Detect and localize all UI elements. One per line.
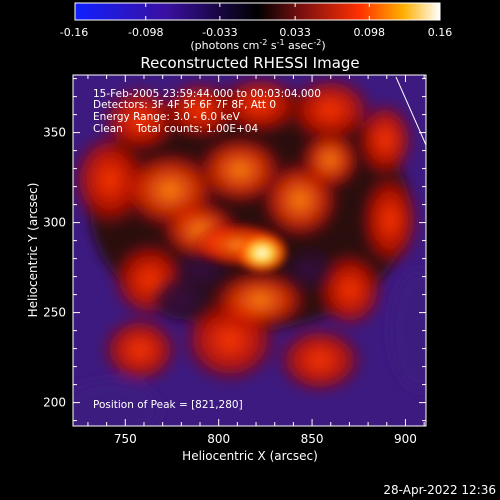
colorbar-ticks: -0.16 -0.098 -0.033 0.033 0.098 0.16 (60, 3, 452, 39)
annotation-peak-position: Position of Peak = [821,280] (93, 399, 243, 411)
colorbar-tick-label: 0.16 (428, 26, 453, 39)
heatmap-image (73, 75, 426, 426)
chart-title: Reconstructed RHESSI Image (140, 54, 359, 72)
x-tick-label: 850 (301, 432, 324, 446)
y-tick-label: 250 (43, 306, 66, 320)
annotation-clean-counts: Clean Total counts: 1.00E+04 (93, 123, 258, 135)
colorbar-tick-label: -0.033 (202, 26, 237, 39)
annotation-energy-range: Energy Range: 3.0 - 6.0 keV (93, 111, 241, 123)
annotation-time-range: 15-Feb-2005 23:59:44.000 to 00:03:04.000 (93, 88, 321, 100)
x-tick-label: 800 (207, 432, 230, 446)
y-axis-label: Heliocentric Y (arcsec) (26, 183, 40, 318)
colorbar-tick-label: 0.098 (354, 26, 386, 39)
colorbar-unit-label: (photons cm-2 s-1 asec-2) (190, 38, 325, 52)
x-tick-label: 900 (394, 432, 417, 446)
y-tick-label: 300 (43, 216, 66, 230)
x-axis-label: Heliocentric X (arcsec) (182, 449, 318, 463)
x-tick-label: 750 (114, 432, 137, 446)
axis-ticks: 750 800 850 900 200 250 300 350 (43, 75, 426, 446)
colorbar-frame (74, 2, 441, 21)
y-tick-label: 350 (43, 126, 66, 140)
colorbar-tick-label: -0.16 (60, 26, 88, 39)
solar-limb-line (395, 76, 426, 146)
y-tick-label: 200 (43, 396, 66, 410)
colorbar-tick-label: -0.098 (128, 26, 163, 39)
colorbar (75, 3, 440, 20)
annotation-detectors: Detectors: 3F 4F 5F 6F 7F 8F, Att 0 (93, 99, 276, 111)
plot-frame (72, 74, 427, 427)
colorbar-tick-label: 0.033 (279, 26, 311, 39)
footer-date: 28-Apr-2022 12:36 (383, 483, 496, 497)
